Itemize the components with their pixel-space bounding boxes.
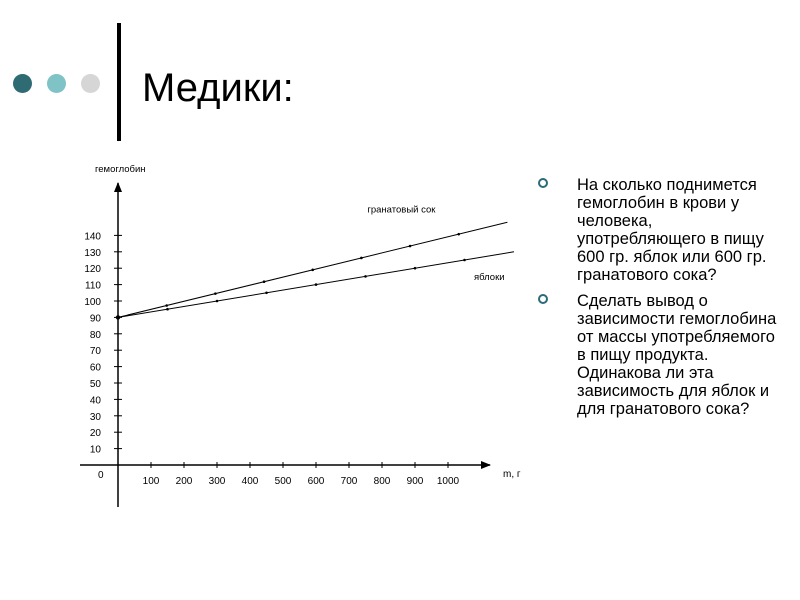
question-list: На сколько поднимется гемоглобин в крови… xyxy=(538,176,783,426)
series-point xyxy=(463,258,466,262)
question-item-2: Сделать вывод о зависимости гемоглобина … xyxy=(538,292,783,418)
series-point xyxy=(314,283,318,286)
y-tick-label: 120 xyxy=(84,264,101,275)
y-tick-label: 70 xyxy=(90,346,102,357)
y-tick-label: 20 xyxy=(90,428,102,439)
x-tick-label: 700 xyxy=(341,476,358,487)
x-tick-label: 800 xyxy=(374,476,391,487)
y-axis-label: гемоглобин xyxy=(95,164,146,175)
series-point xyxy=(265,291,268,295)
y-tick-label: 80 xyxy=(90,330,102,341)
series-label-2: яблоки xyxy=(474,272,505,283)
series-point xyxy=(457,232,461,236)
y-tick-label: 100 xyxy=(84,297,101,308)
question-text-2: Сделать вывод о зависимости гемоглобина … xyxy=(577,292,777,418)
decor-dot-3 xyxy=(81,74,100,93)
y-tick-label: 60 xyxy=(90,363,102,374)
series-point xyxy=(364,275,367,278)
x-tick-label: 900 xyxy=(407,476,424,487)
x-tick-label: 600 xyxy=(308,476,325,487)
title-divider-bar xyxy=(117,23,121,141)
series-point xyxy=(165,304,168,307)
y-tick-label: 140 xyxy=(84,231,101,242)
x-tick-label: 200 xyxy=(176,476,193,487)
series-point xyxy=(360,256,363,260)
y-tick-label: 10 xyxy=(90,445,102,456)
series-point xyxy=(311,268,315,272)
question-item-1: На сколько поднимется гемоглобин в крови… xyxy=(538,176,783,284)
y-tick-label: 130 xyxy=(84,248,101,259)
slide-title: Медики: xyxy=(142,66,294,110)
series-point xyxy=(166,307,169,311)
y-tick-label: 110 xyxy=(85,281,101,292)
x-axis-label: m, г xyxy=(503,469,521,480)
series-point xyxy=(262,280,266,284)
series-point xyxy=(214,292,217,295)
bullet-ring-icon xyxy=(538,178,548,188)
series-label-1: гранатовый сок xyxy=(367,204,436,215)
question-text-1: На сколько поднимется гемоглобин в крови… xyxy=(577,176,767,284)
series-point xyxy=(413,266,417,270)
y-tick-label: 90 xyxy=(90,313,102,324)
x-tick-label: 100 xyxy=(143,476,160,487)
decor-dot-1 xyxy=(13,74,32,93)
x-tick-label: 1000 xyxy=(437,476,460,487)
x-tick-label: 500 xyxy=(275,476,292,487)
series-point xyxy=(215,299,219,303)
x-tick-label: 300 xyxy=(209,476,226,487)
series-point xyxy=(408,244,412,248)
y-tick-label: 40 xyxy=(90,395,102,406)
bullet-ring-icon xyxy=(538,294,548,304)
y-tick-label: 30 xyxy=(90,412,102,423)
origin-label: 0 xyxy=(98,470,104,481)
x-tick-label: 400 xyxy=(242,476,259,487)
origin-point xyxy=(115,315,121,320)
decor-dot-2 xyxy=(47,74,66,93)
y-tick-label: 50 xyxy=(90,379,102,390)
